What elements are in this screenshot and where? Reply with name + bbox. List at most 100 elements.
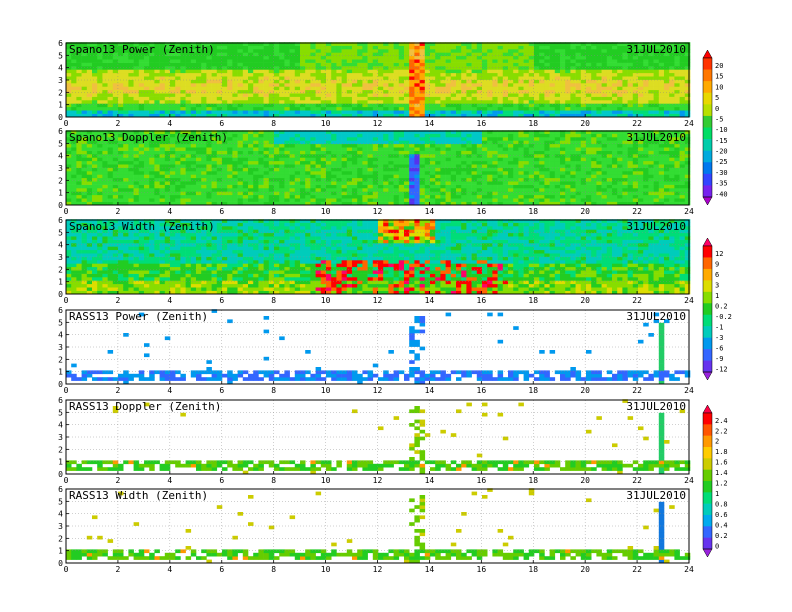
heatmap-cell <box>450 79 457 84</box>
heatmap-cell <box>341 62 348 67</box>
heatmap-cell <box>300 110 306 114</box>
heatmap-cell <box>232 150 238 155</box>
heatmap-cell <box>534 167 540 172</box>
heatmap-cell <box>97 45 103 50</box>
heatmap-cell <box>190 89 197 94</box>
heatmap-cell <box>643 100 649 104</box>
heatmap-cell <box>388 201 394 206</box>
heatmap-cell <box>580 167 587 172</box>
heatmap-cell <box>617 103 623 108</box>
heatmap-cell <box>476 171 483 175</box>
heatmap-cell <box>144 130 150 134</box>
heatmap-cell <box>196 188 202 192</box>
heatmap-cell <box>138 160 145 165</box>
heatmap-cell <box>586 79 592 84</box>
heatmap-cell <box>154 113 160 118</box>
heatmap-cell <box>534 154 540 158</box>
heatmap-cell <box>248 198 254 202</box>
heatmap-cell <box>97 143 103 148</box>
heatmap-cell <box>107 103 114 108</box>
heatmap-cell <box>320 93 327 97</box>
heatmap-cell <box>461 96 467 101</box>
heatmap-cell <box>565 143 571 148</box>
heatmap-cell <box>596 66 602 70</box>
heatmap-cell <box>300 137 306 141</box>
heatmap-cell <box>414 137 420 141</box>
heatmap-cell <box>674 45 680 50</box>
heatmap-cell <box>133 147 140 151</box>
heatmap-cell <box>424 62 431 67</box>
heatmap-cell <box>565 103 571 108</box>
heatmap-cell <box>653 66 660 70</box>
heatmap-cell <box>92 191 98 196</box>
heatmap-cell <box>513 140 519 145</box>
heatmap-cell <box>133 160 140 165</box>
heatmap-cell <box>513 86 519 91</box>
heatmap-cell <box>305 188 311 192</box>
heatmap-cell <box>523 49 530 53</box>
heatmap-cell <box>575 188 582 192</box>
heatmap-cell <box>679 72 686 77</box>
heatmap-cell <box>66 96 72 101</box>
heatmap-cell <box>409 72 415 77</box>
heatmap-cell <box>144 76 150 80</box>
heatmap-cell <box>497 174 504 179</box>
heatmap-cell <box>466 113 472 118</box>
heatmap-cell <box>580 96 587 101</box>
heatmap-cell <box>492 150 498 155</box>
heatmap-cell <box>294 72 301 77</box>
heatmap-cell <box>388 110 394 114</box>
heatmap-cell <box>248 140 254 145</box>
heatmap-cell <box>674 89 680 94</box>
heatmap-cell <box>622 89 628 94</box>
heatmap-cell <box>92 171 98 175</box>
heatmap-cell <box>612 52 618 57</box>
heatmap-cell <box>487 194 493 199</box>
heatmap-cell <box>658 42 665 46</box>
heatmap-cell <box>310 45 316 50</box>
heatmap-cell <box>523 93 530 97</box>
heatmap-cell <box>274 140 280 145</box>
heatmap-cell <box>398 42 405 46</box>
heatmap-cell <box>352 133 358 138</box>
heatmap-cell <box>476 83 483 87</box>
heatmap-cell <box>81 201 88 206</box>
heatmap-cell <box>638 96 644 101</box>
heatmap-cell <box>289 143 296 148</box>
heatmap-cell <box>632 83 639 87</box>
heatmap-cell <box>575 198 582 202</box>
heatmap-cell <box>326 160 332 165</box>
heatmap-cell <box>196 201 202 206</box>
heatmap-cell <box>294 86 301 91</box>
heatmap-cell <box>341 194 348 199</box>
heatmap-cell <box>326 143 332 148</box>
heatmap-cell <box>320 55 327 60</box>
heatmap-cell <box>435 167 441 172</box>
heatmap-cell <box>419 72 426 77</box>
heatmap-cell <box>591 201 597 206</box>
heatmap-cell <box>289 93 296 97</box>
heatmap-cell <box>315 62 322 67</box>
heatmap-cell <box>164 150 171 155</box>
heatmap-cell <box>518 86 524 91</box>
heatmap-cell <box>456 167 462 172</box>
heatmap-cell <box>107 93 114 97</box>
heatmap-cell <box>222 164 228 168</box>
heatmap-cell <box>508 181 514 185</box>
heatmap-cell <box>424 167 431 172</box>
heatmap-cell <box>76 140 82 145</box>
heatmap-cell <box>643 103 649 108</box>
heatmap-cell <box>222 62 228 67</box>
heatmap-cell <box>596 86 602 91</box>
heatmap-cell <box>164 52 171 57</box>
heatmap-cell <box>315 42 322 46</box>
heatmap-cell <box>534 194 540 199</box>
heatmap-cell <box>372 194 379 199</box>
heatmap-cell <box>638 69 644 74</box>
heatmap-cell <box>508 72 514 77</box>
heatmap-cell <box>284 171 290 175</box>
heatmap-cell <box>679 62 686 67</box>
heatmap-cell <box>289 171 296 175</box>
heatmap-cell <box>601 198 608 202</box>
heatmap-cell <box>170 62 176 67</box>
